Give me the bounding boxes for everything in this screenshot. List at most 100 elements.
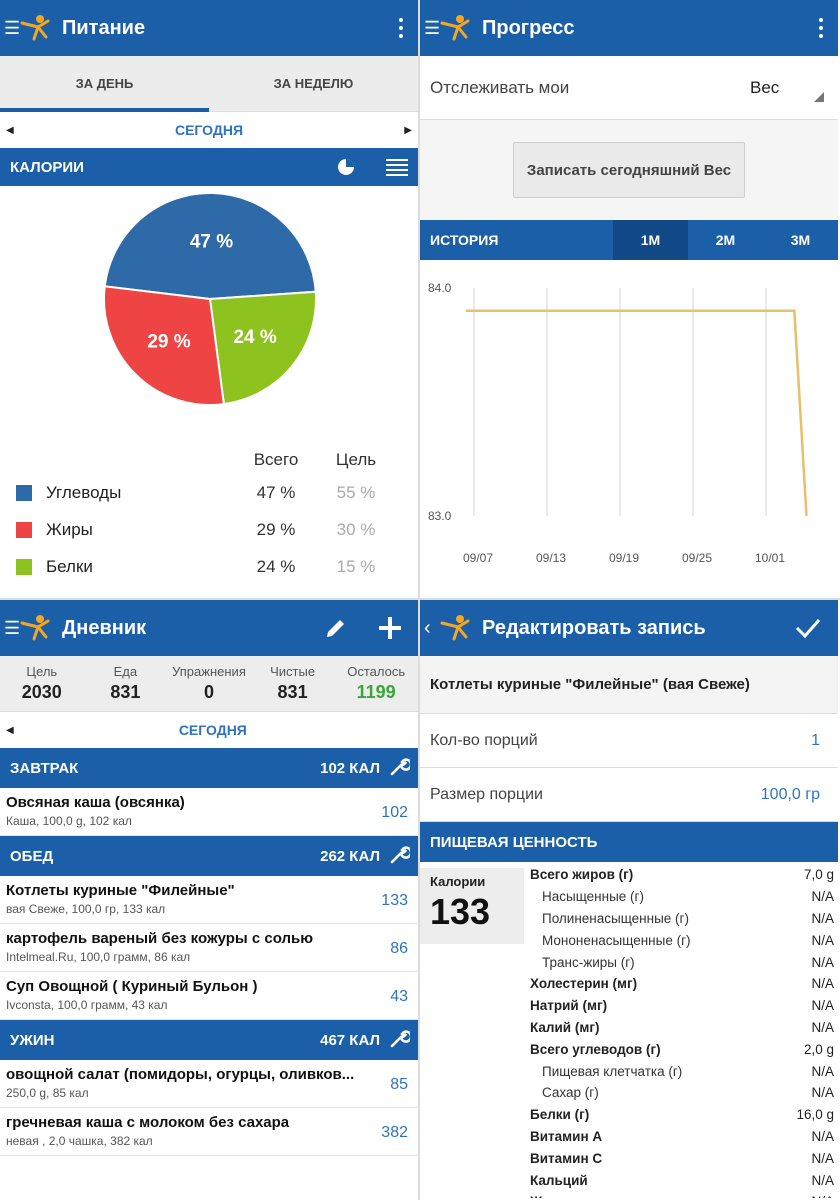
nutrient-name: Натрий (мг) (530, 998, 608, 1014)
prev-day-icon[interactable]: ◀ (6, 724, 14, 736)
period-tabs: За день За неделю (0, 56, 418, 112)
y-tick-label: 84.0 (428, 281, 452, 295)
food-entry-name: гречневая каша с молоком без сахара (6, 1114, 290, 1131)
nutrient-name: Витамин C (530, 1150, 603, 1166)
history-title: История (430, 232, 499, 248)
food-entry[interactable]: Котлеты куриные "Филейные" вая Свеже, 100… (0, 876, 418, 924)
wrench-icon[interactable] (390, 1028, 413, 1052)
next-day-icon[interactable]: ▶ (404, 124, 412, 136)
nutrient-row: Всего углеводов (г) 2,0 g (530, 1038, 834, 1060)
nutrient-row: Витамин A N/A (530, 1126, 834, 1148)
summary-label: Еда (113, 664, 138, 679)
legend-total: 29 % (256, 519, 296, 539)
edit-pencil-icon[interactable] (324, 616, 348, 640)
add-icon[interactable] (378, 616, 402, 640)
track-select[interactable]: Вес (744, 68, 828, 108)
wrench-icon[interactable] (390, 756, 413, 780)
tab-week[interactable]: За неделю (273, 76, 354, 91)
legend-row: Белки 24 % 15 % (16, 548, 418, 585)
more-options-icon[interactable] (394, 18, 408, 38)
meal-header[interactable]: Обед 262 КАЛ (0, 836, 418, 876)
serving-size-row[interactable]: Размер порции 100,0 гр (420, 768, 838, 822)
food-entry[interactable]: овощной салат (помидоры, огурцы, оливков… (0, 1060, 418, 1108)
food-entry[interactable]: Овсяная каша (овсянка) Каша, 100,0 g, 102… (0, 788, 418, 836)
food-entry[interactable]: картофель вареный без кожуры с солью Inte… (0, 924, 418, 972)
legend-name: Белки (46, 556, 93, 576)
menu-icon[interactable]: ☰ (424, 18, 441, 38)
nutrient-row: Калий (мг) N/A (530, 1017, 834, 1039)
food-entry-kcal: 43 (390, 988, 408, 1005)
day-label[interactable]: Сегодня (178, 722, 247, 738)
back-icon[interactable]: ‹ (424, 617, 431, 639)
servings-row[interactable]: Кол-во порций 1 (420, 714, 838, 768)
legend-total: 47 % (256, 482, 296, 502)
nutrient-value: 2,0 g (803, 1041, 834, 1057)
history-bar: История 1M 2M 3M (420, 220, 838, 260)
nutrient-value: N/A (811, 889, 834, 905)
legend-goal-header: Цель (335, 450, 377, 469)
serving-size-value[interactable]: 100,0 гр (760, 785, 820, 803)
food-entry[interactable]: Суп Овощной ( Куриный Бульон ) Ivconsta, … (0, 972, 418, 1020)
meal-kcal: 467 КАЛ (320, 1031, 380, 1049)
day-label[interactable]: Сегодня (174, 122, 244, 138)
wrench-icon[interactable] (390, 844, 413, 868)
food-entry-kcal: 86 (390, 940, 408, 957)
diary-screen: ☰ Дневник Цель 2030 Еда 831 Упражнения 0 Чисты… (0, 600, 418, 1198)
summary-column: Еда 831 (84, 656, 168, 711)
meal-header[interactable]: Завтрак 102 КАЛ (0, 748, 418, 788)
food-entry-details: вая Свеже, 100,0 гр, 133 кал (6, 902, 166, 916)
summary-value: 831 (110, 682, 141, 702)
meal-title: Завтрак (10, 759, 79, 777)
checkmark-icon[interactable] (794, 616, 822, 640)
food-entry-details: 250,0 g, 85 кал (6, 1086, 89, 1100)
prev-day-icon[interactable]: ◀ (6, 124, 14, 136)
app-bar: ‹ Редактировать запись (420, 600, 838, 656)
nutrient-row: ЖелезоN/A (530, 1191, 834, 1198)
nutrient-value: N/A (811, 954, 834, 970)
nutrient-name: Мононенасыщенные (г) (542, 932, 691, 948)
nutrient-row: Насыщенные (г) N/A (530, 886, 834, 908)
screen-title: Питание (62, 16, 146, 39)
food-entry-details: невая , 2,0 чашка, 382 кал (6, 1134, 153, 1148)
screen-title: Редактировать запись (482, 616, 706, 639)
menu-icon[interactable]: ☰ (4, 18, 21, 38)
x-tick-label: 10/01 (755, 551, 785, 565)
nutrient-row: Всего жиров (г) 7,0 g (530, 864, 834, 886)
track-select-value: Вес (750, 77, 780, 97)
pie-chart-icon[interactable] (336, 157, 356, 177)
food-entry-kcal: 382 (381, 1124, 408, 1141)
nutrient-value: N/A (811, 932, 834, 948)
meal-header[interactable]: Ужин 467 КАЛ (0, 1020, 418, 1060)
calories-value: 133 (430, 891, 491, 932)
screen-title: Дневник (62, 616, 147, 639)
range-2m-button[interactable]: 2M (715, 232, 736, 248)
food-entry[interactable]: гречневая каша с молоком без сахара невая… (0, 1108, 418, 1156)
legend-row: Жиры 29 % 30 % (16, 511, 418, 548)
app-bar: ☰ Прогресс (420, 0, 838, 56)
nutrient-row: Пищевая клетчатка (г) N/A (530, 1060, 834, 1082)
food-entry-name: Овсяная каша (овсянка) (6, 794, 185, 811)
food-entry-name: картофель вареный без кожуры с солью (6, 930, 314, 947)
log-button-area: Записать сегодняшний Вес (420, 120, 838, 220)
tab-day[interactable]: За день (0, 56, 209, 112)
summary-value: 0 (203, 682, 214, 702)
nutrient-name: Белки (г) (530, 1107, 590, 1123)
list-view-icon[interactable] (386, 157, 408, 177)
y-tick-label: 83.0 (428, 509, 452, 523)
calories-label: Калории (430, 874, 486, 889)
range-3m-button[interactable]: 3M (790, 232, 811, 248)
servings-value[interactable]: 1 (811, 731, 820, 749)
nutrition-facts: Калории 133 Всего жиров (г) 7,0 g Насыщенн… (420, 862, 838, 1198)
legend-name: Углеводы (46, 482, 122, 502)
nutrient-value: N/A (811, 1150, 834, 1166)
section-header-calories: Калории (0, 148, 418, 186)
food-entry-details: Intelmeal.Ru, 100,0 грамм, 86 кал (6, 950, 191, 964)
nutrient-value: 7,0 g (803, 867, 834, 883)
food-entry-kcal: 133 (381, 892, 408, 909)
log-weight-button[interactable]: Записать сегодняшний Вес (513, 142, 745, 198)
range-1m-button[interactable]: 1M (613, 220, 688, 260)
meal-kcal: 262 КАЛ (320, 847, 380, 865)
legend-total: 24 % (256, 556, 296, 576)
more-options-icon[interactable] (814, 18, 828, 38)
menu-icon[interactable]: ☰ (4, 618, 21, 638)
